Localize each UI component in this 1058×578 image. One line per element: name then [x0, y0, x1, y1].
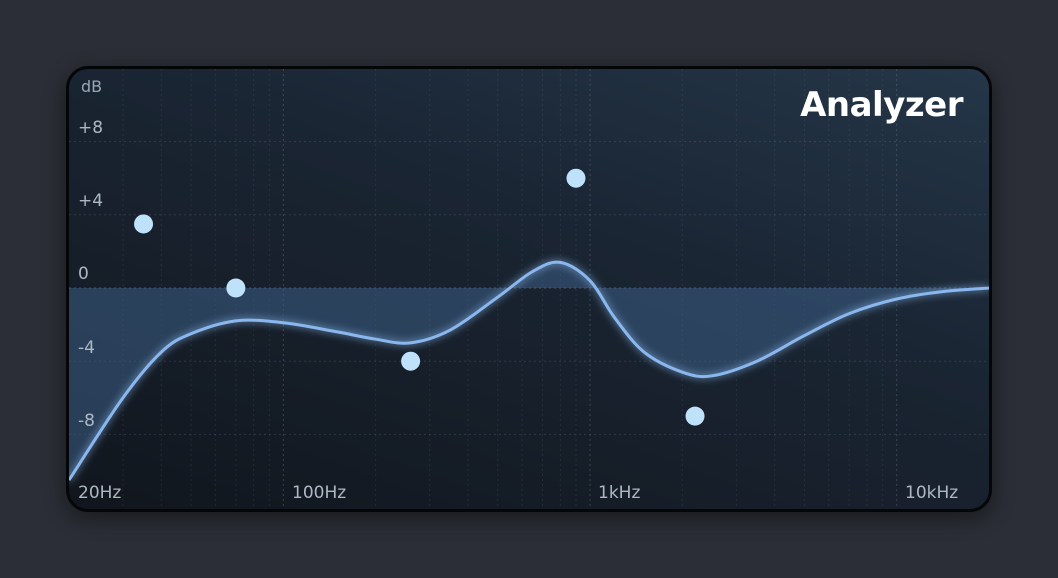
band-point-5[interactable] — [685, 406, 705, 426]
freq-label-1khz: 1kHz — [598, 483, 641, 503]
analyzer-panel: dB Analyzer +8 +4 0 -4 -8 20Hz 100Hz 1kH… — [66, 66, 992, 512]
db-label-minus8: -8 — [78, 411, 95, 431]
eq-graph[interactable] — [69, 69, 989, 509]
band-point-1[interactable] — [134, 214, 154, 234]
band-point-2[interactable] — [226, 278, 246, 298]
band-points — [134, 168, 705, 426]
db-label-0: 0 — [78, 264, 89, 284]
band-point-3[interactable] — [401, 351, 421, 371]
response-curve — [69, 260, 989, 481]
freq-label-10khz: 10kHz — [905, 483, 959, 503]
db-label-plus4: +4 — [78, 191, 104, 211]
freq-label-100hz: 100Hz — [292, 483, 347, 503]
analyzer-title: Analyzer — [800, 85, 963, 125]
db-unit-label: dB — [81, 77, 103, 96]
freq-label-20hz: 20Hz — [78, 483, 122, 503]
db-label-plus8: +8 — [78, 118, 104, 138]
response-fill — [69, 262, 989, 481]
db-label-minus4: -4 — [78, 338, 95, 358]
band-point-4[interactable] — [566, 168, 586, 188]
